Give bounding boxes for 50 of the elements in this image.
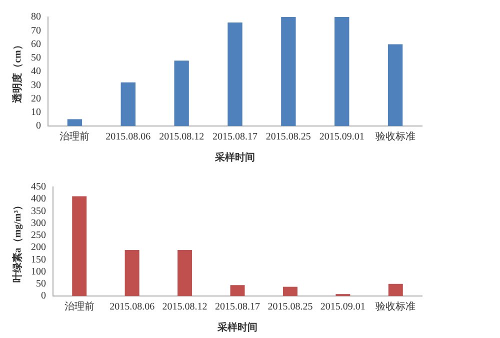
x-tick-label: 治理前 xyxy=(60,130,90,143)
bar xyxy=(72,196,87,296)
bar xyxy=(124,250,140,296)
x-axis-title: 采样时间 xyxy=(216,322,258,334)
y-tick-label: 400 xyxy=(31,194,46,205)
y-tick-label: 60 xyxy=(31,38,41,50)
x-tick-label: 2015.08.06 xyxy=(106,132,151,143)
bar xyxy=(67,119,82,126)
y-tick-label: 50 xyxy=(36,278,46,290)
x-tick-label: 2015.08.17 xyxy=(212,132,258,143)
y-tick-label: 70 xyxy=(31,25,41,36)
x-axis-title: 采样时间 xyxy=(214,152,255,164)
y-tick-label: 80 xyxy=(31,12,41,23)
bar xyxy=(120,82,136,126)
y-tick-label: 200 xyxy=(31,242,46,254)
y-tick-label: 10 xyxy=(31,107,41,118)
y-tick-label: 0 xyxy=(41,290,46,302)
bar xyxy=(388,44,403,126)
x-tick-label: 2015.09.01 xyxy=(320,302,366,313)
x-tick-label: 2015.08.17 xyxy=(215,302,260,313)
y-tick-label: 100 xyxy=(31,266,46,278)
y-tick-label: 0 xyxy=(36,120,41,132)
bar xyxy=(228,22,242,126)
x-tick-label: 2015.09.01 xyxy=(319,132,364,143)
bar xyxy=(174,60,189,126)
y-tick-label: 350 xyxy=(31,206,46,217)
x-tick-label: 治理前 xyxy=(64,300,94,313)
y-tick-label: 30 xyxy=(31,80,41,91)
y-tick-label: 300 xyxy=(31,218,46,229)
y-tick-label: 40 xyxy=(31,66,41,78)
x-tick-label: 2015.08.25 xyxy=(266,132,311,143)
y-axis-title: 透明度（cm） xyxy=(12,40,24,104)
y-tick-label: 50 xyxy=(31,52,41,64)
x-tick-label: 验收标准 xyxy=(375,130,416,143)
x-tick-label: 2015.08.12 xyxy=(159,132,204,143)
x-tick-label: 2015.08.12 xyxy=(162,302,208,313)
y-tick-label: 450 xyxy=(31,182,46,193)
y-tick-label: 20 xyxy=(31,93,41,104)
bar xyxy=(388,284,403,296)
bar xyxy=(334,17,350,126)
bar xyxy=(281,17,296,126)
y-tick-label: 250 xyxy=(31,230,46,242)
x-tick-label: 2015.08.25 xyxy=(268,302,313,313)
x-tick-label: 验收标准 xyxy=(376,300,416,313)
bar xyxy=(230,285,245,296)
bar xyxy=(282,286,298,296)
y-axis-title: 叶绿素a（mg/m³） xyxy=(12,200,24,283)
x-tick-label: 2015.08.06 xyxy=(110,302,155,313)
y-tick-label: 150 xyxy=(31,254,46,266)
bar xyxy=(178,250,192,296)
